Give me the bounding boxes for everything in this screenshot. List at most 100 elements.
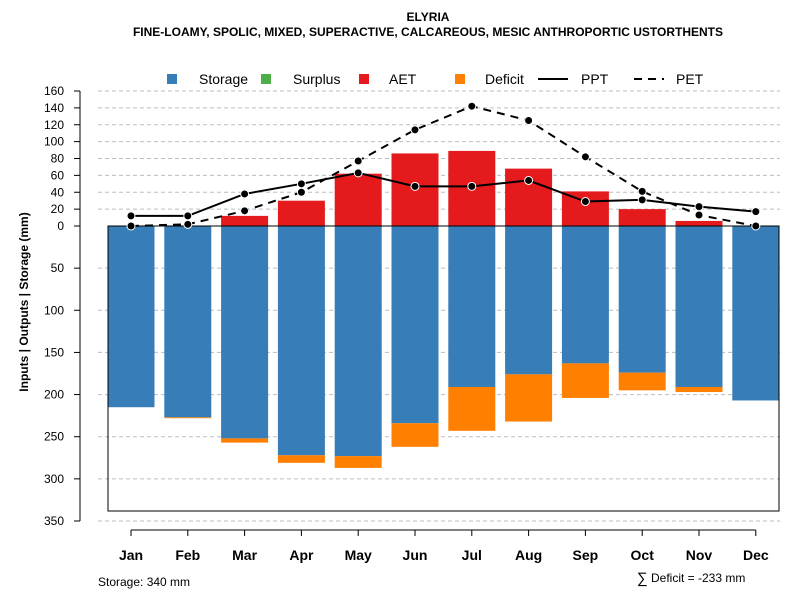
deficit-bar bbox=[561, 363, 609, 398]
x-tick-label: Jun bbox=[403, 547, 428, 563]
storage-bar bbox=[164, 226, 212, 418]
storage-bar bbox=[675, 226, 723, 387]
ppt-point bbox=[637, 195, 647, 205]
legend-swatch bbox=[261, 74, 271, 84]
storage-bar bbox=[561, 226, 609, 364]
pet-line bbox=[130, 105, 756, 227]
chart-title: ELYRIA bbox=[407, 10, 450, 24]
pet-point bbox=[467, 101, 477, 111]
storage-bar bbox=[107, 226, 155, 408]
deficit-bar bbox=[618, 372, 666, 391]
deficit-note: Deficit = -233 mm bbox=[651, 571, 745, 585]
ppt-point bbox=[240, 189, 250, 199]
storage-bar bbox=[505, 226, 553, 375]
ppt-point bbox=[580, 197, 590, 207]
aet-bar bbox=[618, 209, 666, 226]
ppt-point bbox=[126, 211, 136, 221]
aet-bar bbox=[334, 173, 382, 226]
legend-label: Deficit bbox=[485, 71, 524, 87]
x-tick-label: Feb bbox=[175, 547, 200, 563]
x-tick-label: Jul bbox=[462, 547, 482, 563]
y-tick-label: 100 bbox=[44, 303, 64, 317]
chart-subtitle: FINE-LOAMY, SPOLIC, MIXED, SUPERACTIVE, … bbox=[133, 25, 723, 39]
deficit-bar bbox=[334, 456, 382, 468]
ppt-point bbox=[183, 211, 193, 221]
y-tick-label: 140 bbox=[44, 101, 64, 115]
legend-swatch bbox=[167, 74, 177, 84]
legend-label: PPT bbox=[581, 71, 609, 87]
y-tick-label: 200 bbox=[44, 388, 64, 402]
y-tick-label: 160 bbox=[44, 84, 64, 98]
storage-bar bbox=[732, 226, 780, 401]
pet-point bbox=[524, 116, 534, 126]
x-tick-label: Aug bbox=[515, 547, 542, 563]
deficit-bar bbox=[164, 417, 212, 419]
aet-bar bbox=[675, 220, 723, 226]
grid-lines bbox=[98, 90, 780, 522]
legend: Storage Surplus AET Deficit PPT PET bbox=[167, 71, 704, 87]
x-tick-label: Oct bbox=[631, 547, 655, 563]
pet-point bbox=[240, 206, 250, 216]
x-tick-label: May bbox=[345, 547, 372, 563]
pet-point bbox=[637, 186, 647, 196]
x-tick-label: Sep bbox=[573, 547, 599, 563]
ppt-point bbox=[751, 207, 761, 217]
ppt-point bbox=[410, 181, 420, 191]
ppt-point bbox=[524, 175, 534, 185]
legend-label: Surplus bbox=[293, 71, 340, 87]
x-axis: Jan Feb Mar Apr May Jun Jul Aug Sep Oct Nov Dec bbox=[119, 529, 769, 563]
legend-swatch bbox=[455, 74, 465, 84]
ppt-point bbox=[353, 168, 363, 178]
y-tick-label: 150 bbox=[44, 345, 64, 359]
y-tick-label: 350 bbox=[44, 514, 64, 528]
deficit-bar bbox=[391, 423, 439, 447]
y-tick-label: 100 bbox=[44, 135, 64, 149]
storage-bar bbox=[448, 226, 496, 387]
y-tick-label: 250 bbox=[44, 430, 64, 444]
legend-label: AET bbox=[389, 71, 417, 87]
pet-point bbox=[296, 187, 306, 197]
y-tick-label: 80 bbox=[51, 152, 65, 166]
ppt-point bbox=[467, 181, 477, 191]
y-tick-label: 20 bbox=[51, 202, 65, 216]
y-tick-label: 0 bbox=[57, 219, 64, 233]
x-tick-label: Jan bbox=[119, 547, 143, 563]
deficit-sum-symbol: ∑ bbox=[637, 570, 648, 587]
ppt-point bbox=[694, 202, 704, 212]
deficit-bar bbox=[221, 438, 269, 443]
pet-point bbox=[410, 125, 420, 135]
pet-point bbox=[353, 156, 363, 166]
deficit-bar bbox=[675, 386, 723, 393]
x-tick-label: Nov bbox=[686, 547, 713, 563]
pet-point bbox=[694, 210, 704, 220]
lines-group bbox=[108, 101, 779, 231]
aet-bar bbox=[277, 200, 325, 226]
pet-point bbox=[580, 152, 590, 162]
storage-bar bbox=[277, 226, 325, 456]
y-axis-label: Inputs | Outputs | Storage (mm) bbox=[17, 212, 31, 391]
deficit-bar bbox=[505, 374, 553, 422]
bars-group bbox=[107, 150, 780, 468]
y-tick-label: 50 bbox=[51, 261, 65, 275]
storage-bar bbox=[221, 226, 269, 439]
legend-swatch bbox=[359, 74, 369, 84]
y-tick-label: 40 bbox=[51, 185, 65, 199]
storage-note: Storage: 340 mm bbox=[98, 575, 190, 589]
storage-bar bbox=[618, 226, 666, 373]
aet-bar bbox=[221, 215, 269, 226]
pet-point bbox=[183, 219, 193, 229]
deficit-bar bbox=[277, 455, 325, 463]
deficit-bar bbox=[448, 386, 496, 431]
ppt-point bbox=[296, 179, 306, 189]
x-tick-label: Apr bbox=[289, 547, 314, 563]
pet-point bbox=[126, 221, 136, 231]
y-tick-label: 300 bbox=[44, 472, 64, 486]
pet-point bbox=[751, 221, 761, 231]
y-tick-label: 120 bbox=[44, 118, 64, 132]
x-tick-label: Dec bbox=[743, 547, 769, 563]
x-tick-label: Mar bbox=[232, 547, 257, 563]
y-axis: 1601401201008060402005010015020025030035… bbox=[44, 84, 81, 528]
legend-label: Storage bbox=[199, 71, 248, 87]
y-tick-label: 60 bbox=[51, 168, 65, 182]
